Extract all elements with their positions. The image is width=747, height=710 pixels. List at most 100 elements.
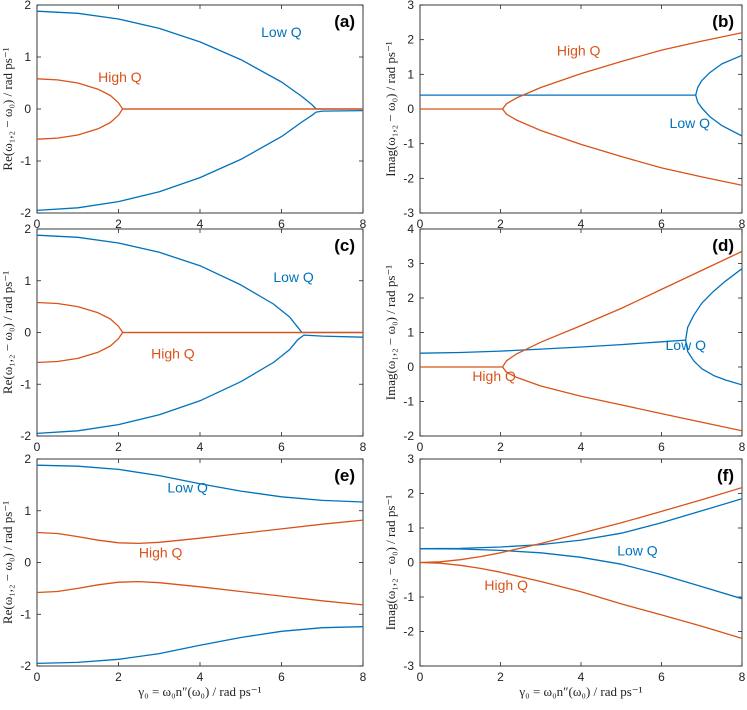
- panel-label: (d): [712, 236, 734, 255]
- y-axis-label: Re(ω₁,₂ − ω₀) / rad ps⁻¹: [0, 501, 15, 624]
- x-tick-label: 2: [115, 670, 122, 684]
- y-tick-label: 3: [407, 452, 414, 466]
- x-tick-label: 8: [360, 217, 367, 231]
- series-line-low-q-upper: [684, 268, 742, 341]
- x-tick-label: 6: [658, 670, 665, 684]
- series-line-high-q-lower: [501, 366, 742, 432]
- panel-label: (c): [334, 236, 355, 255]
- annotation-high-q: High Q: [98, 69, 142, 85]
- panel-b: 0 2 4 6 8 -3 -2 -1 0 1 2 3 Imag(ω₁,₂ − ω₀) / rad ps⁻…: [383, 0, 746, 231]
- y-tick-label: 3: [407, 0, 414, 12]
- panel-f: 0 2 4 6 8 -3 -2 -1 0 1 2 3 Imag(ω₁,₂ − ω₀) / rad ps⁻…: [383, 452, 746, 684]
- y-tick-label: 0: [24, 326, 31, 340]
- annotation-high-q: High Q: [557, 42, 601, 58]
- annotation-low-q: Low Q: [261, 24, 302, 40]
- y-tick-label: -2: [403, 625, 414, 639]
- x-tick-label: 8: [360, 440, 367, 454]
- panel-c: 0 2 4 6 8 -2 -1 0 1 2 Re(ω₁,₂ − ω₀) / rad ps⁻¹ Low …: [0, 222, 367, 454]
- series-line-high-q-lower: [420, 561, 742, 640]
- x-tick-label: 0: [417, 440, 424, 454]
- series-line-low-q-upper: [695, 54, 742, 96]
- x-tick-label: 6: [658, 217, 665, 231]
- y-tick-label: 2: [407, 33, 414, 47]
- y-axis-label: Imag(ω₁,₂ − ω₀) / rad ps⁻¹: [383, 495, 398, 631]
- x-axis-label: γ₀ = ω₀n″(ω₀) / rad ps⁻¹: [137, 684, 261, 699]
- x-tick-label: 8: [739, 670, 746, 684]
- y-tick-label: -2: [403, 171, 414, 185]
- x-tick-label: 8: [739, 217, 746, 231]
- panel-a: 0 2 4 6 8 -2 -1 0 1 2 Re(ω₁,₂ − ω₀) / rad ps⁻¹ Low …: [0, 0, 367, 231]
- series-line-high-q-upper: [37, 78, 363, 110]
- y-tick-label: -2: [403, 429, 414, 443]
- series-line-high-q-upper: [501, 250, 742, 368]
- panel-label: (f): [717, 466, 734, 485]
- y-tick-label: 0: [407, 556, 414, 570]
- series-line-high-q-lower: [37, 331, 363, 364]
- series-line-low-q-upper: [420, 498, 742, 550]
- x-tick-label: 4: [197, 217, 204, 231]
- y-axis-label: Imag(ω₁,₂ − ω₀) / rad ps⁻¹: [383, 265, 398, 401]
- x-tick-label: 6: [278, 670, 285, 684]
- y-tick-label: 0: [407, 102, 414, 116]
- axes-frame: [419, 228, 743, 437]
- series-line-low-q-upper: [37, 10, 363, 110]
- x-tick-label: 4: [578, 217, 585, 231]
- series-line-high-q-lower: [37, 580, 363, 606]
- x-tick-label: 2: [115, 440, 122, 454]
- series-line-low-q-upper: [37, 234, 363, 334]
- y-tick-label: 1: [407, 326, 414, 340]
- y-tick-label: 0: [24, 556, 31, 570]
- series-line-high-q-lower: [501, 108, 742, 186]
- x-tick-label: 2: [115, 217, 122, 231]
- x-tick-label: 2: [497, 440, 504, 454]
- x-tick-label: 8: [739, 440, 746, 454]
- y-tick-label: -1: [403, 395, 414, 409]
- x-tick-label: 4: [578, 670, 585, 684]
- x-tick-label: 6: [658, 440, 665, 454]
- y-tick-label: 1: [407, 67, 414, 81]
- annotation-low-q: Low Q: [617, 543, 658, 559]
- x-tick-label: 0: [417, 217, 424, 231]
- series-line-low-q-rising: [420, 339, 686, 354]
- series-line-low-q-lower: [420, 548, 742, 600]
- y-axis-label: Imag(ω₁,₂ − ω₀) / rad ps⁻¹: [383, 41, 398, 177]
- annotation-high-q: High Q: [139, 544, 183, 560]
- x-tick-label: 6: [278, 440, 285, 454]
- x-tick-label: 0: [34, 670, 41, 684]
- y-tick-label: 1: [24, 50, 31, 64]
- y-axis-label: Re(ω₁,₂ − ω₀) / rad ps⁻¹: [0, 47, 15, 170]
- y-tick-label: 2: [24, 0, 31, 12]
- x-tick-label: 0: [417, 670, 424, 684]
- annotation-low-q: Low Q: [167, 480, 208, 496]
- y-tick-label: -3: [403, 659, 414, 673]
- annotation-high-q: High Q: [472, 368, 516, 384]
- x-tick-label: 2: [497, 670, 504, 684]
- y-tick-label: 2: [24, 452, 31, 466]
- y-tick-label: -3: [403, 206, 414, 220]
- series-line-low-q-lower: [37, 626, 363, 665]
- panel-label: (b): [712, 12, 734, 31]
- annotation-high-q: High Q: [151, 345, 195, 361]
- annotation-low-q: Low Q: [666, 337, 707, 353]
- y-tick-label: -1: [20, 607, 31, 621]
- y-tick-label: 1: [24, 504, 31, 518]
- y-tick-label: -1: [20, 377, 31, 391]
- y-tick-label: 0: [407, 360, 414, 374]
- y-tick-label: 0: [24, 102, 31, 116]
- series-line-low-q-lower: [37, 334, 363, 435]
- x-tick-label: 8: [360, 670, 367, 684]
- annotation-high-q: High Q: [484, 577, 528, 593]
- panel-label: (a): [334, 12, 355, 31]
- annotation-low-q: Low Q: [273, 269, 314, 285]
- x-tick-label: 0: [34, 440, 41, 454]
- x-tick-label: 4: [578, 440, 585, 454]
- series-line-low-q-lower: [695, 94, 742, 137]
- y-tick-label: 1: [407, 521, 414, 535]
- series-line-low-q-lower: [684, 339, 742, 386]
- series-line-low-q-upper: [37, 464, 363, 503]
- y-tick-label: -1: [403, 590, 414, 604]
- axes-frame: [419, 458, 743, 667]
- panel-label: (e): [334, 466, 355, 485]
- y-tick-label: 2: [407, 291, 414, 305]
